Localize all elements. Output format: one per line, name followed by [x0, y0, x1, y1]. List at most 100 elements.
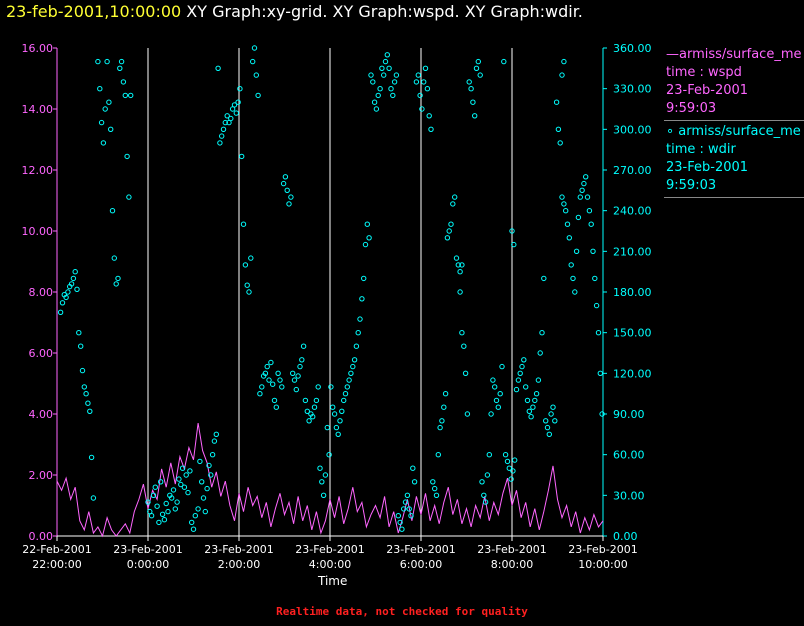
data-point-wdir	[98, 119, 105, 126]
data-point-wdir	[421, 79, 427, 85]
data-point-wdir	[306, 418, 312, 424]
data-point-wdir	[590, 248, 596, 255]
x-tick-label-time: 2:00:00	[218, 558, 260, 571]
data-point-wdir	[117, 65, 123, 72]
x-tick-label-date: 23-Feb-2001	[204, 543, 273, 556]
data-point-wdir	[219, 133, 225, 139]
data-point-wdir	[185, 489, 191, 496]
data-point-wdir	[373, 106, 380, 112]
data-point-wdir	[481, 492, 487, 498]
data-point-wdir	[178, 481, 184, 488]
data-point-wdir	[158, 479, 164, 485]
data-point-wdir	[519, 363, 525, 370]
data-point-wdir	[539, 330, 545, 336]
data-point-wdir	[486, 452, 492, 458]
data-point-wdir	[402, 499, 409, 505]
legend: —armiss/surface_me time : wspd 23-Feb-20…	[664, 44, 804, 198]
data-point-wdir	[264, 363, 270, 370]
legend-wdir-source: ∘ armiss/surface_me	[666, 124, 801, 139]
data-point-wdir	[304, 408, 310, 414]
data-point-wdir	[95, 58, 101, 65]
data-point-wdir	[335, 431, 341, 437]
data-point-wdir	[482, 499, 489, 505]
data-point-wdir	[320, 492, 327, 498]
right-tick-label: 270.00	[613, 164, 652, 177]
data-point-wdir	[209, 452, 216, 458]
data-point-wdir	[457, 269, 463, 275]
data-point-wdir	[553, 99, 560, 105]
x-tick-label-time: 0:00:00	[127, 558, 169, 571]
data-point-wdir	[297, 363, 303, 370]
data-point-wdir	[446, 228, 452, 234]
data-point-wdir	[495, 404, 501, 410]
data-point-wdir	[242, 262, 249, 268]
data-point-wdir	[459, 262, 465, 268]
data-point-wdir	[248, 255, 254, 261]
data-point-wdir	[270, 381, 276, 387]
data-point-wdir	[459, 330, 465, 336]
data-point-wdir	[350, 363, 356, 370]
data-point-wdir	[208, 472, 214, 478]
data-point-wdir	[78, 343, 84, 349]
data-point-wdir	[581, 180, 587, 187]
data-point-wdir	[197, 458, 203, 465]
data-point-wdir	[561, 58, 567, 65]
legend-wdir-date: 23-Feb-2001	[666, 160, 749, 175]
data-point-wdir	[150, 492, 157, 498]
data-point-wdir	[404, 492, 411, 498]
data-point-wdir	[546, 431, 552, 437]
data-point-wdir	[564, 221, 571, 227]
data-point-wdir	[217, 140, 223, 146]
data-point-wdir	[368, 72, 374, 78]
data-point-wdir	[250, 58, 256, 65]
data-point-wdir	[183, 472, 189, 478]
data-point-wdir	[169, 495, 175, 501]
data-point-wdir	[152, 484, 159, 490]
data-point-wdir	[537, 350, 543, 356]
data-point-wdir	[541, 275, 547, 282]
data-point-wdir	[433, 492, 440, 498]
data-point-wdir	[161, 517, 168, 523]
right-tick-label: 150.00	[613, 327, 652, 340]
data-point-wdir	[286, 201, 292, 207]
data-point-wdir	[262, 370, 269, 376]
data-point-wdir	[288, 194, 294, 200]
data-point-wdir	[189, 519, 195, 526]
data-point-wdir	[163, 500, 169, 507]
data-point-wdir	[192, 513, 199, 519]
data-point-wdir	[588, 221, 594, 227]
data-point-wdir	[401, 506, 407, 512]
x-tick-label-time: 6:00:00	[400, 558, 442, 571]
data-point-wdir	[488, 411, 494, 417]
data-point-wdir	[72, 269, 78, 275]
data-point-wdir	[432, 485, 438, 492]
data-point-wdir	[291, 377, 298, 383]
data-point-wdir	[559, 194, 565, 200]
legend-entry-wdir: ∘ armiss/surface_me time : wdir 23-Feb-2…	[664, 121, 804, 198]
data-point-wdir	[331, 411, 338, 417]
data-point-wdir	[83, 391, 89, 397]
data-point-wdir	[568, 262, 574, 268]
data-point-wdir	[311, 404, 318, 410]
data-point-wdir	[502, 452, 509, 458]
data-point-wdir	[120, 79, 127, 85]
data-point-wdir	[302, 397, 309, 404]
data-point-wdir	[344, 384, 350, 390]
data-point-wdir	[154, 503, 160, 509]
data-point-wdir	[165, 508, 171, 515]
data-point-wdir	[506, 465, 512, 471]
data-point-wdir	[295, 373, 301, 379]
legend-wspd-variable: time : wspd	[666, 65, 742, 80]
data-point-wdir	[111, 255, 118, 261]
data-point-wdir	[353, 343, 360, 349]
right-tick-label: 30.00	[613, 489, 645, 502]
data-point-wdir	[381, 72, 387, 78]
data-point-wdir	[511, 241, 517, 248]
data-point-wdir	[391, 79, 398, 85]
x-tick-label-date: 23-Feb-2001	[386, 543, 455, 556]
data-point-wdir	[319, 479, 325, 485]
x-tick-label-time: 10:00:00	[578, 558, 627, 571]
x-tick-label-time: 22:00:00	[32, 558, 81, 571]
data-point-wdir	[479, 479, 485, 485]
data-point-wdir	[156, 519, 162, 526]
